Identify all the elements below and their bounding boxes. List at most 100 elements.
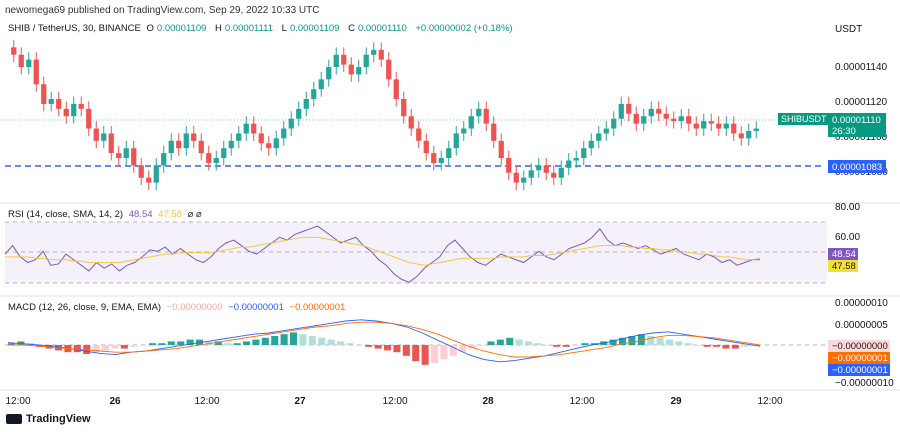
candle-body bbox=[251, 123, 257, 134]
macd-hist-bar bbox=[543, 345, 551, 346]
candle-body bbox=[86, 108, 92, 129]
macd-hist-bar bbox=[102, 345, 110, 351]
candle-body bbox=[56, 99, 62, 109]
macd-hist-bar bbox=[8, 343, 16, 345]
macd-hist-bar bbox=[243, 341, 251, 345]
macd-hist-bar bbox=[149, 343, 157, 345]
candle-body bbox=[146, 177, 152, 183]
candle-body bbox=[236, 133, 242, 141]
macd-hist-bar bbox=[120, 345, 128, 349]
macd-hist-bar bbox=[496, 339, 504, 345]
candle-body bbox=[678, 116, 684, 122]
candle-body bbox=[386, 59, 392, 80]
candle-body bbox=[93, 128, 99, 141]
visibility-icon[interactable]: ⌀ ⌀ bbox=[187, 209, 202, 220]
candle-body bbox=[333, 54, 339, 68]
ohlc-low: L 0.00001109 bbox=[281, 23, 340, 34]
candle-body bbox=[596, 133, 602, 141]
rsi-tick: 60.00 bbox=[835, 232, 860, 243]
ticker-badge bbox=[778, 113, 828, 125]
candle-body bbox=[273, 138, 279, 149]
macd-hist-bar bbox=[365, 345, 373, 347]
macd-label[interactable]: MACD (12, 26, close, 9, EMA, EMA) bbox=[8, 302, 162, 313]
macd-hist-bar bbox=[713, 345, 721, 347]
candle-body bbox=[198, 140, 204, 154]
macd-hist-bar bbox=[224, 343, 232, 345]
candle-body bbox=[71, 103, 77, 117]
macd-badge-value: −0.00000001 bbox=[832, 365, 888, 376]
candle-body bbox=[723, 123, 729, 129]
candle-body bbox=[491, 123, 497, 141]
time-tick: 12:00 bbox=[569, 396, 594, 407]
candle-body bbox=[18, 54, 24, 68]
candle-body bbox=[731, 123, 737, 134]
candle-body bbox=[648, 108, 654, 117]
candle-body bbox=[513, 172, 519, 183]
candle-body bbox=[431, 153, 437, 163]
candle-body bbox=[656, 108, 662, 114]
candle-body bbox=[611, 118, 617, 129]
macd-hist-bar bbox=[290, 332, 298, 345]
macd-hist-bar bbox=[139, 345, 147, 346]
time-tick: 28 bbox=[482, 396, 494, 407]
macd-hist-bar bbox=[703, 345, 711, 347]
macd-hist-bar bbox=[440, 345, 448, 360]
candle-body bbox=[341, 54, 347, 65]
price-tick: 0.00001140 bbox=[835, 62, 888, 73]
macd-hist-bar bbox=[111, 345, 119, 349]
candle-body bbox=[663, 113, 669, 119]
candle-body bbox=[131, 148, 137, 166]
macd-hist-bar bbox=[233, 343, 241, 345]
candle-body bbox=[581, 148, 587, 159]
macd-hist-bar bbox=[280, 334, 288, 345]
publisher-header: newomega69 published on TradingView.com,… bbox=[5, 5, 320, 16]
macd-hist-bar bbox=[506, 337, 514, 345]
macd-hist-bar bbox=[562, 345, 570, 347]
symbol-label[interactable]: SHIB / TetherUS, 30, BINANCE bbox=[8, 23, 141, 34]
rsi-label[interactable]: RSI (14, close, SMA, 14, 2) bbox=[8, 209, 124, 220]
candle-body bbox=[423, 140, 429, 154]
time-tick: 26 bbox=[109, 396, 121, 407]
candle-body bbox=[363, 54, 369, 68]
macd-tick: −0.00000010 bbox=[835, 378, 894, 389]
candle-body bbox=[48, 99, 54, 104]
macd-legend: MACD (12, 26, close, 9, EMA, EMA) −0.000… bbox=[8, 302, 348, 313]
macd-signal-badge bbox=[828, 352, 890, 364]
candle-body bbox=[701, 121, 707, 129]
tradingview-logo[interactable]: TradingView bbox=[6, 413, 91, 425]
macd-hist-bar bbox=[271, 336, 279, 345]
candle-body bbox=[371, 49, 377, 55]
macd-hist-bar bbox=[431, 345, 439, 363]
macd-hist-bar bbox=[130, 345, 138, 347]
macd-hist-bar bbox=[722, 345, 730, 349]
candles-layer bbox=[11, 40, 759, 190]
rsi-tick: 80.00 bbox=[835, 202, 860, 213]
macd-hist-bar bbox=[83, 345, 91, 354]
rsi-sma-badge bbox=[828, 260, 858, 272]
candle-body bbox=[573, 158, 579, 161]
time-axis: 12:00 26 12:00 27 12:00 28 12:00 29 12:00 bbox=[5, 396, 782, 407]
macd-hist-bar bbox=[299, 334, 307, 345]
candle-body bbox=[378, 49, 384, 60]
candle-body bbox=[41, 84, 47, 104]
macd-hist-bar bbox=[73, 345, 81, 353]
macd-hist-bar bbox=[628, 336, 636, 345]
candle-body bbox=[33, 59, 39, 85]
time-tick: 29 bbox=[670, 396, 682, 407]
time-tick: 12:00 bbox=[194, 396, 219, 407]
candle-body bbox=[483, 108, 489, 124]
last-price-value: 0.00001110 bbox=[832, 115, 881, 126]
macd-hist-bar bbox=[684, 343, 692, 345]
candle-body bbox=[11, 47, 17, 55]
candle-body bbox=[318, 79, 324, 90]
macd-hist-bar bbox=[694, 345, 702, 346]
candle-body bbox=[356, 67, 362, 75]
candle-body bbox=[453, 133, 459, 149]
macd-hist-bar bbox=[158, 343, 166, 345]
macd-hist-bar bbox=[186, 339, 194, 345]
macd-hist-bar bbox=[177, 341, 185, 345]
time-tick: 12:00 bbox=[757, 396, 782, 407]
macd-layer bbox=[7, 319, 761, 365]
candle-body bbox=[161, 153, 167, 166]
